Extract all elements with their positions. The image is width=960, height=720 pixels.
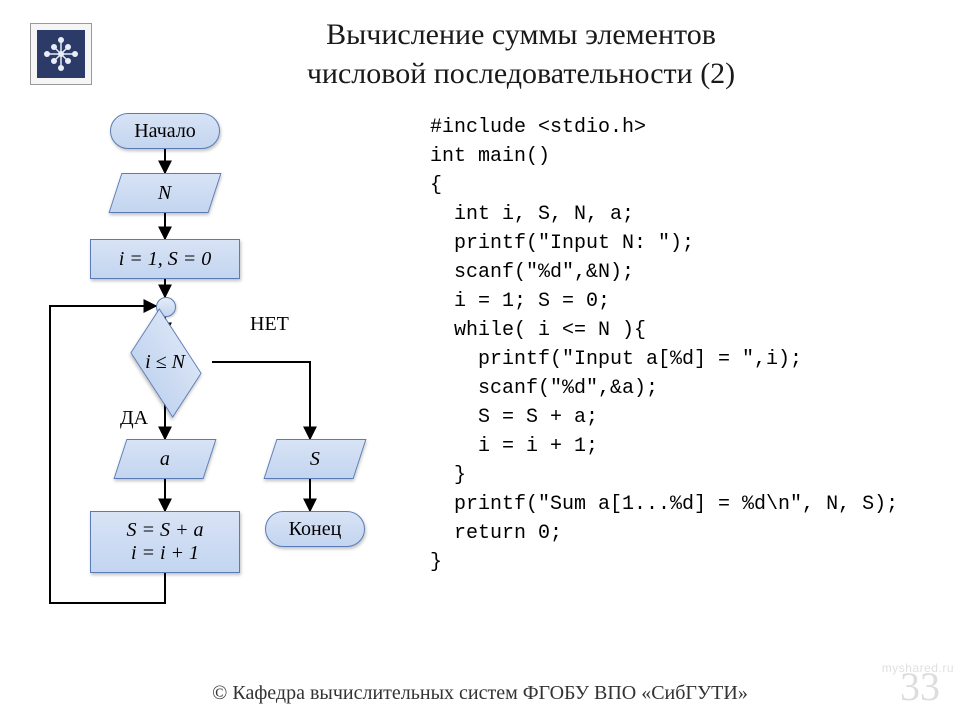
- flowchart: Начало Ni = 1, S = 0 i ≤ N a S = S + ai = i …: [20, 113, 420, 643]
- node-decision: i ≤ N: [128, 337, 202, 387]
- title-line-1: Вычисление суммы элементов: [326, 18, 716, 51]
- code-block: #include <stdio.h> int main() { int i, S…: [420, 113, 940, 643]
- title-line-2: числовой последовательности (2): [307, 57, 735, 90]
- label-no: НЕТ: [250, 313, 289, 336]
- node-init: i = 1, S = 0: [90, 239, 240, 279]
- node-end: Конец: [265, 511, 365, 547]
- slide-title: Вычисление суммы элементов числовой посл…: [112, 15, 930, 93]
- node-start: Начало: [110, 113, 220, 149]
- logo-icon: [30, 23, 92, 85]
- footer-copyright: © Кафедра вычислительных систем ФГОБУ ВП…: [0, 682, 960, 705]
- watermark: myshared.ru: [882, 661, 954, 675]
- content: Начало Ni = 1, S = 0 i ≤ N a S = S + ai = i …: [0, 103, 960, 643]
- node-output-s: S: [264, 439, 367, 479]
- label-yes: ДА: [120, 407, 148, 430]
- header: Вычисление суммы элементов числовой посл…: [0, 0, 960, 103]
- node-input-n: N: [109, 173, 222, 213]
- node-input-a: a: [114, 439, 217, 479]
- node-update: S = S + ai = i + 1: [90, 511, 240, 573]
